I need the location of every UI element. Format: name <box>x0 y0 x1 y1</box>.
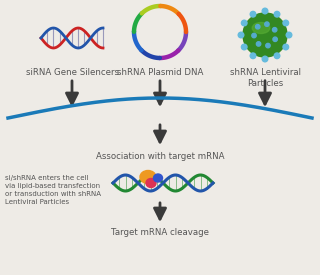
Circle shape <box>250 53 256 59</box>
Circle shape <box>286 32 292 38</box>
Ellipse shape <box>154 174 163 182</box>
Text: si/shRNA enters the cell
via lipid-based transfection
or transduction with shRNA: si/shRNA enters the cell via lipid-based… <box>5 175 101 205</box>
Circle shape <box>250 12 256 17</box>
Circle shape <box>262 8 268 14</box>
Circle shape <box>274 12 280 17</box>
Circle shape <box>241 20 247 26</box>
Circle shape <box>265 22 269 26</box>
Circle shape <box>266 43 270 48</box>
Text: siRNA Gene Silencers: siRNA Gene Silencers <box>26 68 118 77</box>
Ellipse shape <box>146 178 156 188</box>
Ellipse shape <box>252 23 270 34</box>
Text: shRNA Lentiviral
Particles: shRNA Lentiviral Particles <box>229 68 300 88</box>
Circle shape <box>262 56 268 62</box>
Text: shRNA Plasmid DNA: shRNA Plasmid DNA <box>117 68 203 77</box>
Circle shape <box>238 32 244 38</box>
Circle shape <box>252 33 256 38</box>
Circle shape <box>256 24 260 29</box>
Circle shape <box>243 13 287 57</box>
Text: Target mRNA cleavage: Target mRNA cleavage <box>111 228 209 237</box>
Circle shape <box>274 53 280 59</box>
Circle shape <box>273 37 277 42</box>
Circle shape <box>241 44 247 50</box>
Circle shape <box>256 42 261 46</box>
Circle shape <box>272 28 277 32</box>
Ellipse shape <box>140 170 156 183</box>
Circle shape <box>283 20 289 26</box>
Circle shape <box>283 44 289 50</box>
Text: Association with target mRNA: Association with target mRNA <box>96 152 224 161</box>
